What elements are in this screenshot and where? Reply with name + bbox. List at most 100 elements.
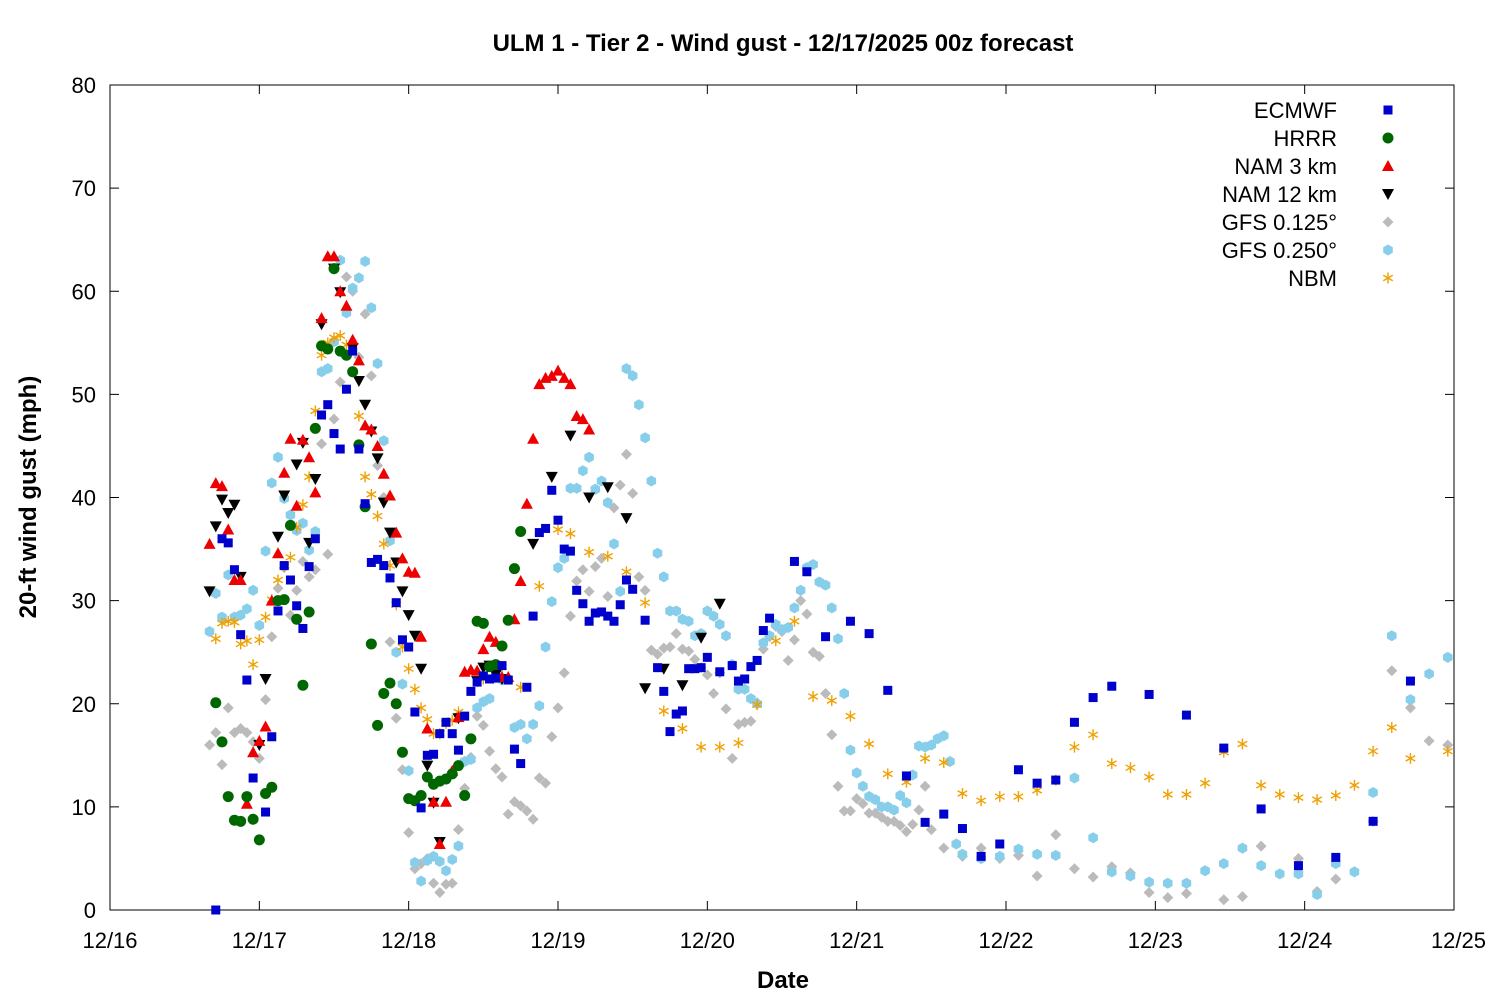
- data-point-gfs-0-250: [260, 545, 271, 557]
- data-point-gfs-0-125: [813, 650, 825, 662]
- data-point-ecmwf: [995, 839, 1005, 849]
- data-point-gfs-0-125: [552, 702, 564, 714]
- data-point-ecmwf: [752, 655, 762, 665]
- data-point-gfs-0-125: [1218, 894, 1230, 906]
- data-point-hrrr: [303, 606, 315, 618]
- data-point-hrrr: [415, 790, 427, 802]
- data-point-nam-12-km: [421, 760, 434, 772]
- data-point-ecmwf: [354, 444, 364, 454]
- data-point-gfs-0-250: [615, 585, 625, 597]
- data-point-hrrr: [465, 733, 477, 745]
- data-point-ecmwf: [441, 717, 451, 727]
- y-tick-label: 80: [72, 73, 96, 98]
- chart-title: ULM 1 - Tier 2 - Wind gust - 12/17/2025 …: [493, 30, 1074, 57]
- data-point-ecmwf: [671, 709, 681, 719]
- data-point-gfs-0-250: [435, 856, 445, 868]
- data-point-nbm-stroke: [1255, 781, 1267, 789]
- data-point-nbm: [677, 723, 688, 734]
- data-point-nbm: [409, 683, 421, 695]
- data-point-gfs-0-125: [446, 877, 458, 889]
- data-point-gfs-0-250: [211, 587, 221, 599]
- data-point-nbm-stroke: [957, 790, 968, 797]
- data-point-gfs-0-125: [1255, 840, 1267, 852]
- data-point-gfs-0-250: [1312, 889, 1322, 901]
- data-point-gfs-0-250: [995, 850, 1005, 862]
- data-point-hrrr: [278, 594, 290, 606]
- data-point-nam-12-km: [564, 430, 577, 442]
- data-point-nbm-stroke: [552, 526, 564, 533]
- data-point-nbm: [1087, 729, 1099, 741]
- data-point-gfs-0-125: [1404, 702, 1416, 714]
- data-point-nbm: [1069, 741, 1080, 753]
- data-point-gfs-0-250: [267, 477, 277, 489]
- data-point-nam-12-km: [396, 586, 409, 598]
- data-point-nbm-stroke: [1199, 779, 1211, 787]
- data-point-ecmwf: [1256, 804, 1266, 814]
- data-point-hrrr: [253, 834, 265, 846]
- data-point-gfs-0-250: [1349, 866, 1360, 878]
- data-point-gfs-0-250: [895, 790, 905, 802]
- data-point-gfs-0-125: [496, 771, 508, 783]
- legend-marker-hrrr: [1382, 132, 1394, 144]
- data-point-gfs-0-250: [1293, 868, 1304, 880]
- data-point-gfs-0-250: [298, 517, 308, 529]
- data-point-gfs-0-125: [428, 877, 440, 889]
- data-point-nbm: [1442, 745, 1453, 757]
- data-point-nbm-stroke: [1181, 791, 1192, 798]
- data-point-nbm: [1237, 738, 1248, 750]
- data-point-gfs-0-125: [471, 710, 483, 722]
- data-point-nbm-stroke: [1293, 794, 1304, 801]
- data-point-hrrr: [235, 815, 247, 827]
- data-point-gfs-0-125: [484, 745, 496, 757]
- data-point-nbm: [639, 597, 651, 609]
- data-point-ecmwf: [410, 707, 420, 717]
- data-point-nbm-stroke: [1069, 743, 1080, 751]
- data-point-nam-3-km: [334, 285, 347, 297]
- data-point-gfs-0-250: [1256, 860, 1266, 872]
- data-point-ecmwf: [485, 674, 495, 684]
- data-point-nbm-stroke: [1349, 781, 1360, 789]
- y-axis: 0 10 20 30 40 50 60 70 80: [72, 73, 1454, 923]
- data-point-gfs-0-250: [833, 633, 843, 645]
- data-point-nbm: [975, 795, 987, 807]
- data-point-ecmwf: [447, 729, 457, 739]
- data-point-gfs-0-250: [217, 611, 227, 623]
- data-point-nbm-stroke: [210, 635, 221, 643]
- data-point-gfs-0-125: [664, 641, 676, 653]
- data-point-gfs-0-250: [447, 853, 457, 865]
- data-point-nbm: [254, 634, 265, 646]
- data-point-hrrr: [396, 746, 408, 758]
- data-point-nbm-stroke: [241, 637, 253, 645]
- data-point-nbm: [826, 695, 837, 707]
- data-point-gfs-0-250: [1237, 842, 1248, 854]
- data-point-ecmwf: [665, 727, 675, 737]
- data-point-nam-3-km: [564, 378, 577, 390]
- legend-label: HRRR: [1273, 126, 1337, 151]
- data-point-gfs-0-125: [720, 703, 732, 715]
- data-point-gfs-0-125: [260, 694, 272, 706]
- data-point-ecmwf: [603, 611, 613, 621]
- data-point-gfs-0-125: [515, 800, 527, 812]
- data-point-gfs-0-125: [210, 727, 222, 739]
- data-point-nbm-stroke: [223, 617, 234, 625]
- data-point-gfs-0-250: [870, 794, 881, 806]
- data-point-nbm: [1386, 721, 1397, 733]
- data-point-gfs-0-250: [254, 619, 265, 631]
- data-point-ecmwf: [553, 515, 563, 525]
- data-point-nbm: [658, 705, 669, 717]
- data-point-ecmwf: [920, 817, 930, 827]
- data-point-gfs-0-250: [1387, 630, 1397, 642]
- data-point-nam-3-km: [377, 467, 390, 479]
- data-point-ecmwf: [478, 671, 488, 681]
- data-point-nbm-stroke: [1031, 787, 1043, 794]
- data-point-gfs-0-125: [670, 628, 682, 640]
- y-tick-label: 60: [72, 279, 96, 304]
- data-point-gfs-0-125: [900, 826, 912, 838]
- data-point-gfs-0-125: [490, 763, 502, 775]
- data-point-ecmwf: [453, 745, 463, 755]
- data-point-nbm-stroke: [621, 568, 632, 576]
- data-point-nbm-stroke: [216, 619, 228, 627]
- data-point-gfs-0-125: [832, 780, 844, 792]
- data-point-nbm-stroke: [1106, 760, 1117, 767]
- data-point-nbm-stroke: [229, 618, 240, 626]
